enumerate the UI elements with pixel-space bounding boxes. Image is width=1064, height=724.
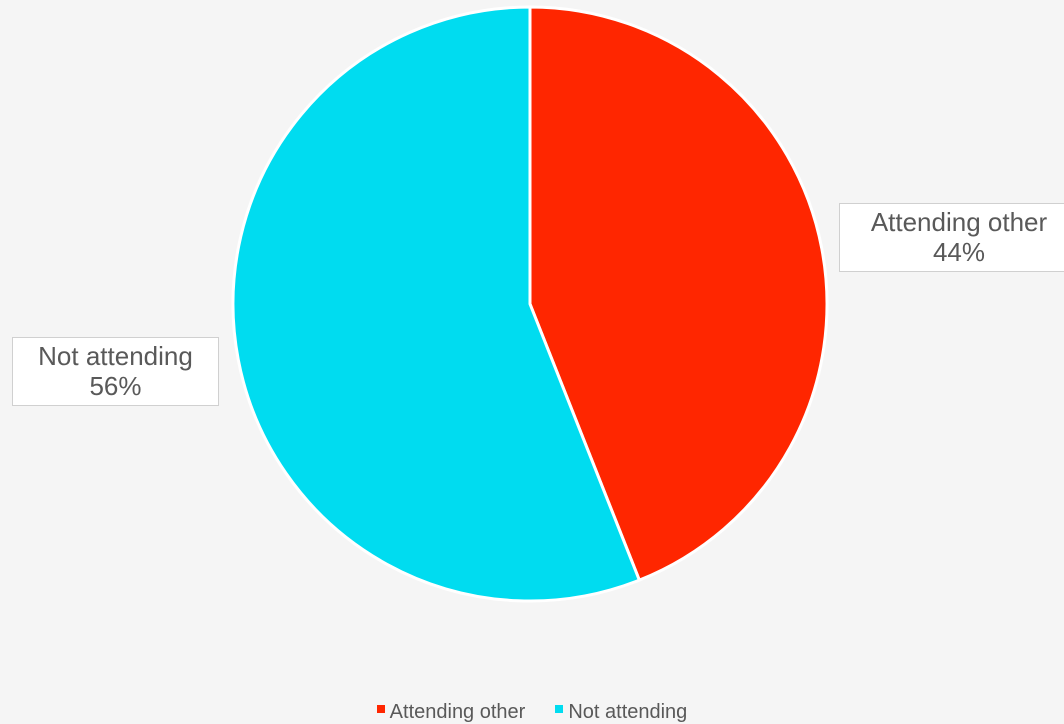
data-label-value: 56% <box>89 371 142 401</box>
legend-swatch-icon <box>555 705 564 713</box>
legend-label: Attending other <box>389 701 526 723</box>
data-label-attending-other: Attending other 44% <box>839 203 1064 272</box>
pie-slice-attending-other <box>528 5 829 582</box>
legend-item-not-attending: Not attending <box>555 700 687 724</box>
data-label-value: 44% <box>932 237 986 267</box>
data-label-not-attending: Not attending 56% <box>12 337 219 406</box>
data-label-category: Not attending <box>38 341 193 371</box>
legend-item-attending-other: Attending other <box>376 700 526 724</box>
legend-label: Not attending <box>568 701 688 723</box>
data-label-category: Attending other <box>870 207 1048 237</box>
legend-swatch-icon <box>376 705 385 713</box>
chart-legend: Attending other Not attending <box>0 700 1064 724</box>
pie-slice-not-attending <box>231 5 641 603</box>
